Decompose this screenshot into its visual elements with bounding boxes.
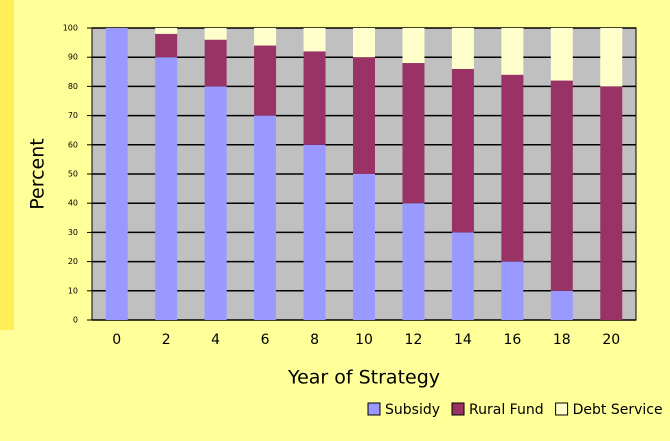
x-tick-label: 0: [112, 332, 121, 348]
bar-segment: [254, 28, 277, 46]
bar-segment: [155, 57, 178, 320]
bar-segment: [550, 28, 573, 81]
bar-segment: [155, 28, 178, 34]
x-axis-title: Year of Strategy: [287, 367, 440, 389]
bar-segment: [451, 68, 474, 233]
legend-swatch: [555, 402, 569, 416]
legend-label: Rural Fund: [469, 402, 544, 418]
x-tick-label: 16: [503, 332, 521, 348]
bar-segment: [451, 232, 474, 320]
y-tick-label: 50: [68, 170, 78, 179]
y-tick-label: 60: [68, 140, 78, 149]
bar-segment: [353, 57, 375, 175]
y-tick-label: 70: [68, 111, 78, 120]
bar-segment: [303, 51, 326, 145]
x-tick-label: 2: [162, 332, 171, 348]
y-tick-label: 80: [68, 82, 78, 91]
x-tick-label: 14: [454, 332, 472, 348]
bar-segment: [550, 290, 573, 320]
bar-segment: [105, 28, 128, 320]
bar-segment: [402, 63, 425, 204]
x-tick-label: 4: [211, 332, 220, 348]
bar-segment: [204, 86, 227, 321]
y-tick-label: 100: [63, 24, 78, 33]
x-tick-label: 10: [355, 332, 373, 348]
bar-segment: [155, 33, 178, 58]
bar-segment: [501, 28, 524, 75]
bar-segment: [303, 28, 326, 52]
y-tick-label: 20: [68, 257, 78, 266]
legend-swatch: [451, 402, 465, 416]
x-tick-label: 12: [405, 332, 423, 348]
bar-segment: [353, 28, 375, 58]
legend-label: Subsidy: [385, 402, 440, 418]
y-tick-label: 90: [68, 53, 78, 62]
legend-label: Debt Service: [573, 402, 663, 418]
x-tick-label: 8: [310, 332, 319, 348]
bar-segment: [204, 28, 227, 40]
bar-segment: [254, 45, 277, 116]
bar-segment: [402, 28, 425, 64]
side-strip: [0, 0, 14, 330]
bar-segment: [451, 28, 474, 69]
y-axis-title: Percent: [27, 138, 49, 210]
y-tick-label: 0: [73, 316, 78, 325]
bar-segment: [600, 86, 623, 321]
bar-segment: [353, 174, 375, 320]
x-tick-label: 6: [261, 332, 270, 348]
bar-segment: [501, 74, 524, 262]
bar-segment: [600, 28, 623, 87]
bar-segment: [501, 261, 524, 320]
bar-segment: [204, 39, 227, 87]
bar-segment: [550, 80, 573, 291]
y-tick-label: 10: [68, 286, 78, 295]
x-tick-label: 20: [602, 332, 620, 348]
x-tick-label: 18: [553, 332, 571, 348]
bar-segment: [303, 144, 326, 320]
legend-swatch: [367, 402, 381, 416]
bar-segment: [402, 203, 425, 320]
bar-segment: [254, 115, 277, 320]
y-tick-label: 40: [68, 199, 78, 208]
y-tick-label: 30: [68, 228, 78, 237]
